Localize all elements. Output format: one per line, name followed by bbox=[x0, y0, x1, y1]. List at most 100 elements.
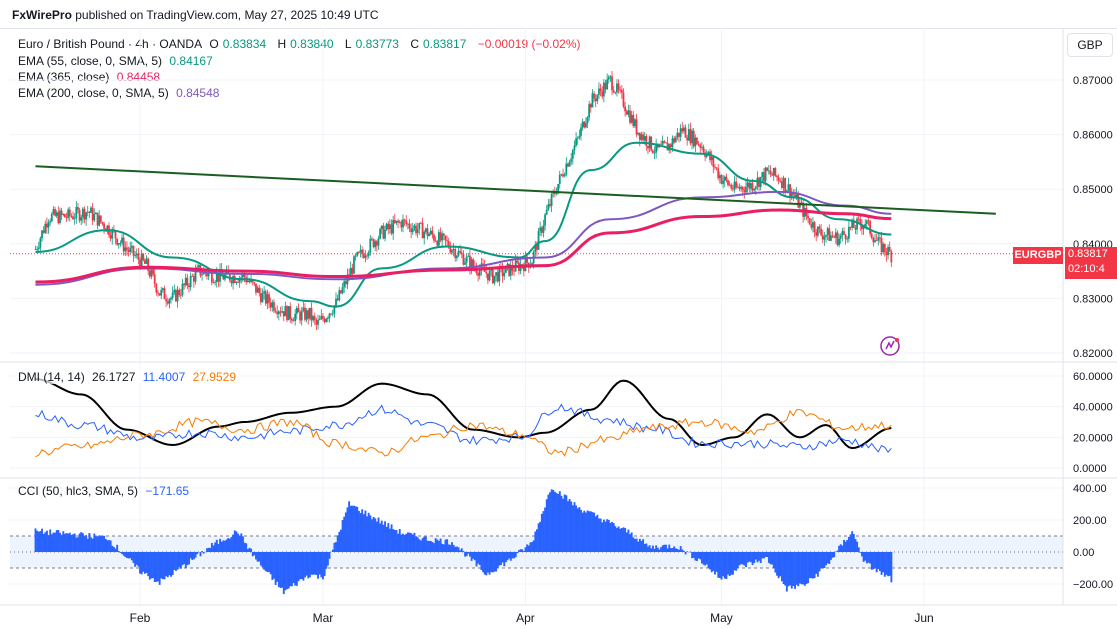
cci-bar bbox=[77, 537, 79, 552]
candle-body bbox=[371, 238, 373, 240]
candle-body bbox=[645, 136, 648, 146]
cci-bar bbox=[457, 547, 460, 552]
candle-body bbox=[294, 313, 297, 322]
cci-bar bbox=[602, 519, 605, 552]
cci-bar bbox=[571, 505, 574, 552]
cci-bar bbox=[865, 552, 868, 564]
cci-bar bbox=[552, 489, 555, 552]
cci-bar bbox=[137, 552, 140, 567]
cci-bar bbox=[250, 548, 253, 552]
cci-bar bbox=[704, 552, 707, 566]
candle-body bbox=[818, 226, 821, 229]
cci-legend[interactable]: CCI (50, hlc3, SMA, 5) −171.65 bbox=[18, 484, 193, 498]
candle-body bbox=[586, 117, 589, 124]
cci-bar bbox=[108, 540, 110, 552]
candle-body bbox=[304, 307, 306, 320]
candle-body bbox=[50, 213, 53, 222]
cci-bar bbox=[885, 552, 888, 575]
cci-bar bbox=[815, 552, 818, 574]
candle-body bbox=[410, 228, 413, 233]
cci-bar bbox=[433, 543, 435, 552]
candle-body bbox=[374, 241, 377, 248]
cci-bar bbox=[238, 535, 241, 552]
candle-body bbox=[130, 245, 133, 248]
cci-bar bbox=[521, 549, 524, 552]
candle-body bbox=[653, 152, 656, 154]
candle-body bbox=[467, 255, 470, 257]
cci-bar bbox=[861, 552, 863, 557]
cci-bar bbox=[553, 491, 556, 552]
candle-body bbox=[161, 288, 164, 290]
cci-bar bbox=[263, 552, 266, 570]
cci-bar bbox=[591, 512, 594, 552]
cci-bar bbox=[777, 552, 780, 579]
candle-body bbox=[632, 114, 635, 126]
cci-bar bbox=[224, 540, 226, 552]
cci-bar bbox=[882, 552, 885, 573]
candle-body bbox=[763, 172, 765, 182]
candle-body bbox=[377, 238, 380, 246]
cci-bar bbox=[856, 541, 859, 552]
candle-body bbox=[754, 186, 757, 189]
candle-body bbox=[255, 283, 257, 293]
candle-body bbox=[166, 301, 169, 304]
candle-body bbox=[95, 212, 97, 215]
candle-body bbox=[830, 235, 832, 241]
ema200-legend[interactable]: EMA (200, close, 0, SMA, 5) 0.84548 bbox=[18, 86, 223, 100]
cci-bar bbox=[436, 539, 439, 552]
cci-bar bbox=[421, 538, 424, 552]
candle-body bbox=[36, 249, 38, 250]
candle-body bbox=[661, 141, 664, 145]
y-tick-label: 200.00 bbox=[1073, 515, 1107, 527]
candle-body bbox=[405, 220, 408, 224]
cci-bar bbox=[820, 552, 823, 569]
candle-body bbox=[867, 220, 870, 222]
publisher-bar: FxWirePro published on TradingView.com, … bbox=[0, 0, 1117, 29]
dmi-label: DMI (14, 14) bbox=[18, 370, 85, 384]
cci-bar bbox=[816, 552, 819, 577]
cci-bar bbox=[390, 524, 393, 552]
candle-body bbox=[826, 228, 829, 236]
cci-bar bbox=[836, 550, 839, 552]
candle-body bbox=[625, 111, 628, 115]
cci-bar bbox=[798, 552, 801, 584]
candle-body bbox=[240, 277, 243, 278]
candle-body bbox=[472, 259, 475, 267]
currency-button[interactable]: GBP bbox=[1067, 33, 1113, 57]
cci-bar bbox=[797, 552, 800, 587]
cci-bar bbox=[336, 535, 339, 552]
cci-bar bbox=[101, 535, 104, 552]
cci-bar bbox=[593, 512, 596, 552]
cci-bar bbox=[55, 530, 58, 552]
candle-body bbox=[598, 88, 600, 95]
cci-bar bbox=[297, 552, 300, 582]
cci-bar bbox=[612, 523, 615, 552]
cci-bar bbox=[684, 552, 687, 555]
cci-bar bbox=[418, 539, 421, 552]
dmi-legend[interactable]: DMI (14, 14) 26.1727 11.4007 27.9529 bbox=[18, 370, 240, 384]
cci-bar bbox=[429, 540, 432, 552]
candle-body bbox=[469, 255, 471, 269]
cci-bar bbox=[715, 552, 718, 572]
symbol-legend[interactable]: Euro / British Pound · 4h · OANDA O 0.838… bbox=[18, 37, 584, 51]
candle-body bbox=[460, 252, 463, 255]
cci-bar bbox=[243, 542, 246, 552]
ema55-legend[interactable]: EMA (55, close, 0, SMA, 5) 0.84167 bbox=[18, 54, 217, 68]
candle-body bbox=[808, 218, 811, 225]
candle-body bbox=[449, 247, 452, 253]
cci-bar bbox=[709, 552, 712, 570]
cci-bar bbox=[656, 547, 659, 552]
candle-body bbox=[602, 82, 605, 97]
cci-bar bbox=[340, 529, 342, 552]
cci-bar bbox=[539, 521, 542, 552]
candle-body bbox=[570, 158, 573, 162]
candle-body bbox=[212, 282, 215, 284]
cci-bar bbox=[562, 498, 565, 552]
candle-body bbox=[655, 143, 658, 153]
candle-body bbox=[325, 318, 328, 322]
candle-body bbox=[442, 233, 445, 236]
cci-bar bbox=[787, 552, 790, 587]
y-tick-label: 0.00 bbox=[1073, 547, 1094, 559]
cci-bar bbox=[857, 547, 860, 552]
